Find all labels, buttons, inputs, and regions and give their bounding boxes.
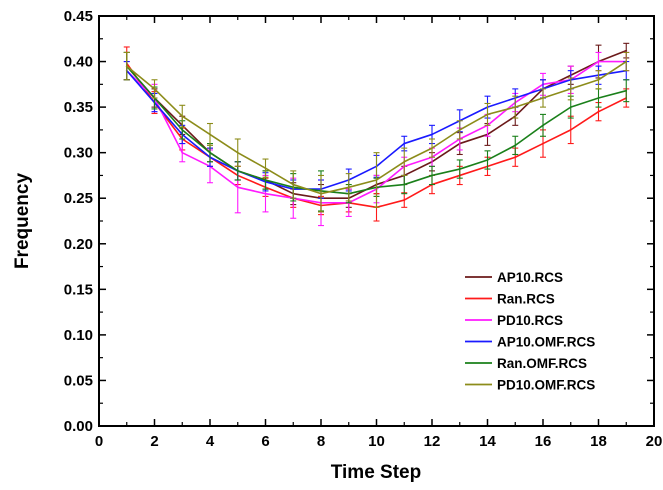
data-point: [403, 142, 406, 145]
data-point: [486, 113, 489, 116]
data-point: [597, 97, 600, 99]
y-tick-label: 0.10: [64, 327, 93, 344]
legend-label: AP10.OMF.RCS: [497, 335, 595, 350]
data-point: [514, 106, 517, 108]
series-layer: [123, 42, 630, 227]
data-point: [264, 179, 267, 181]
x-tick-label: 2: [150, 433, 158, 450]
data-point: [597, 110, 600, 113]
data-point: [431, 133, 433, 136]
legend-label: PD10.RCS: [497, 313, 563, 328]
data-point: [403, 199, 406, 201]
data-point: [431, 147, 433, 149]
legend-label: Ran.RCS: [497, 292, 555, 307]
legend-label: PD10.OMF.RCS: [497, 378, 595, 393]
data-point: [320, 192, 322, 195]
data-point: [181, 151, 184, 154]
axis-layer: 0 2 4 6 8 10 12 14 16 18 20 0.00 0.05 0.10 0.15 0.20 0.2…: [64, 8, 663, 450]
y-tick-label: 0.45: [64, 8, 93, 25]
data-point: [597, 60, 600, 63]
data-point: [292, 183, 295, 186]
y-tick-label: 0.05: [64, 372, 93, 389]
data-point: [569, 129, 572, 131]
data-point: [264, 167, 267, 169]
x-tick-label: 14: [479, 433, 496, 450]
y-tick-label: 0.00: [64, 418, 93, 435]
x-tick-label: 4: [206, 433, 215, 450]
legend-label: Ran.OMF.RCS: [497, 356, 587, 371]
legend-item: PD10.OMF.RCS: [465, 378, 595, 393]
data-point: [236, 151, 239, 154]
legend-item: Ran.OMF.RCS: [465, 356, 587, 371]
legend-item: Ran.RCS: [465, 292, 555, 307]
series-pd10-omf-rcs: [123, 51, 630, 213]
data-point: [542, 124, 544, 127]
data-point: [514, 156, 517, 159]
x-tick-label: 6: [261, 433, 269, 450]
data-point: [403, 183, 406, 186]
legend-item: AP10.RCS: [465, 270, 563, 285]
y-tick-label: 0.15: [64, 281, 93, 298]
data-point: [514, 144, 517, 147]
data-point: [347, 186, 350, 189]
y-tick-label: 0.30: [64, 145, 93, 162]
legend-label: AP10.RCS: [497, 270, 563, 285]
data-point: [153, 88, 156, 90]
x-tick-label: 16: [535, 433, 552, 450]
data-point: [236, 186, 239, 189]
x-tick-label: 12: [424, 433, 441, 450]
data-point: [569, 88, 572, 90]
data-point: [125, 65, 128, 67]
data-point: [625, 49, 628, 52]
x-tick-label: 10: [368, 433, 385, 450]
x-tick-label: 0: [95, 433, 103, 450]
legend-item: AP10.OMF.RCS: [465, 335, 595, 350]
x-tick-label: 8: [317, 433, 325, 450]
data-point: [542, 97, 544, 99]
legend: AP10.RCS Ran.RCS PD10.RCS AP10.OMF.RCS Ran.O…: [465, 270, 595, 393]
data-point: [458, 168, 461, 170]
x-axis-title: Time Step: [331, 462, 421, 483]
legend-item: PD10.RCS: [465, 313, 563, 328]
data-point: [542, 142, 544, 145]
data-point: [431, 174, 433, 177]
data-point: [209, 151, 211, 154]
data-point: [597, 78, 600, 81]
data-point: [486, 159, 489, 161]
x-tick-label: 20: [646, 433, 663, 450]
data-point: [375, 179, 378, 181]
data-point: [625, 60, 628, 63]
data-point: [181, 129, 184, 131]
data-point: [181, 115, 184, 118]
x-tick-label: 18: [590, 433, 607, 450]
y-tick-label: 0.20: [64, 236, 93, 253]
y-axis-title: Frequency: [12, 173, 33, 270]
data-point: [458, 129, 461, 131]
data-point: [209, 133, 211, 136]
data-point: [403, 160, 406, 163]
data-point: [236, 170, 239, 172]
y-tick-label: 0.40: [64, 54, 93, 71]
data-point: [264, 192, 267, 195]
data-point: [625, 89, 628, 92]
y-tick-label: 0.25: [64, 190, 93, 207]
y-tick-label: 0.35: [64, 99, 93, 116]
data-point: [569, 106, 572, 108]
